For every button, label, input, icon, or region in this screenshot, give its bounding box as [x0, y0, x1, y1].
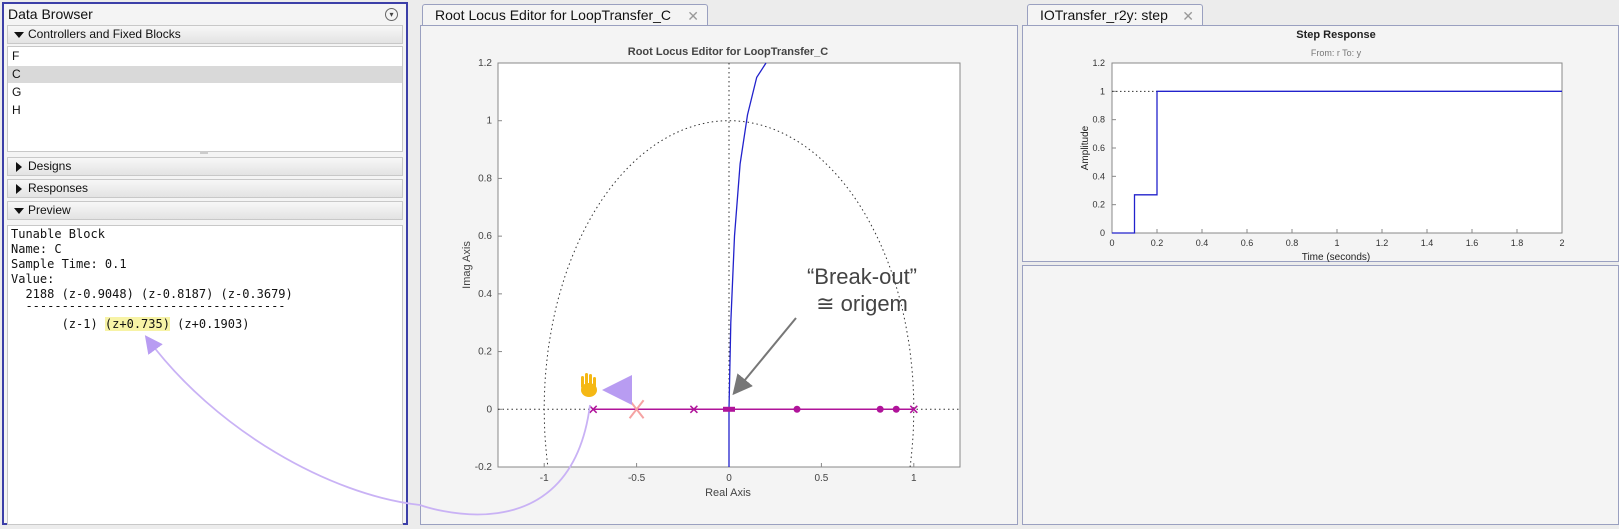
rl-xtick-label: 0.5	[814, 473, 828, 484]
rl-xtick-label: 1	[911, 473, 917, 484]
pole-stroke	[589, 405, 598, 414]
breakout-arrow	[732, 317, 797, 396]
step-xtick-label: 2	[1559, 238, 1564, 248]
denominator-part-b: (z+0.1903)	[169, 317, 250, 331]
annotation-origem: ≅ origem	[816, 291, 908, 316]
preview-pane: Tunable Block Name: C Sample Time: 0.1 V…	[7, 225, 403, 525]
denominator-part-a: (z-1)	[11, 317, 105, 331]
step-ylabel: Amplitude	[1080, 125, 1091, 170]
preview-fraction-bar: ------------------------------------	[11, 299, 286, 313]
step-ytick-label: 0.4	[1092, 171, 1105, 181]
rl-ytick-label: -0.2	[475, 462, 493, 473]
pole-stroke	[689, 405, 698, 414]
preview-line-value: Value:	[11, 272, 55, 286]
rl-title: Root Locus Editor for LoopTransfer_C	[628, 46, 829, 58]
close-icon[interactable]: ✕	[687, 8, 699, 24]
panel-menu-icon[interactable]: ▾	[385, 8, 398, 21]
section-designs-label: Designs	[28, 159, 72, 173]
step-ytick-label: 0.6	[1092, 143, 1105, 153]
preview-numerator: 2188 (z-0.9048) (z-0.8187) (z-0.3679)	[11, 287, 293, 301]
rl-ytick-label: 0.6	[478, 231, 492, 242]
rl-ytick-label: 0.2	[478, 347, 492, 358]
step-xlabel: Time (seconds)	[1302, 252, 1371, 263]
step-response-line	[1112, 90, 1562, 234]
section-designs[interactable]: Designs	[7, 157, 403, 176]
callout-arrow	[144, 335, 421, 506]
step-title: Step Response	[1296, 29, 1375, 41]
rl-ytick-label: 1.2	[478, 58, 492, 69]
step-axes[interactable]	[1111, 62, 1563, 234]
empty-plot-panel	[1022, 265, 1619, 525]
section-preview-label: Preview	[28, 203, 71, 217]
rl-ytick-label: 0	[486, 404, 492, 415]
zero-marker	[793, 405, 801, 413]
preview-denominator: (z-1) (z+0.735) (z+0.1903)	[11, 317, 249, 332]
block-item-g[interactable]: G	[12, 85, 22, 99]
section-responses[interactable]: Responses	[7, 179, 403, 198]
block-item-f[interactable]: F	[12, 49, 20, 63]
step-ytick-label: 1	[1100, 86, 1105, 96]
step-ytick-label: 1.2	[1092, 58, 1105, 68]
locus-branch	[728, 62, 767, 467]
hand-cursor-icon[interactable]	[581, 373, 597, 397]
zero-marker	[876, 405, 884, 413]
step-xtick-label: 0.4	[1196, 238, 1209, 248]
rl-ytick-label: 1	[486, 116, 492, 127]
data-browser-panel: Data Browser ▾ Controllers and Fixed Blo…	[2, 2, 408, 525]
step-xtick-label: 0	[1109, 238, 1114, 248]
annotation-breakout: “Break-out”	[807, 264, 917, 289]
step-xtick-label: 0.6	[1241, 238, 1254, 248]
step-xtick-label: 1	[1334, 238, 1339, 248]
step-xtick-label: 1.6	[1466, 238, 1479, 248]
section-controllers-label: Controllers and Fixed Blocks	[28, 27, 181, 41]
step-xtick-label: 1.2	[1376, 238, 1389, 248]
rl-xtick-label: 0	[726, 473, 732, 484]
rl-ytick-label: 0.8	[478, 173, 492, 184]
pole-marker	[909, 405, 918, 414]
breakout-point-marker	[723, 406, 735, 412]
pole-marker	[589, 405, 598, 414]
preview-line-sample-time: Sample Time: 0.1	[11, 257, 127, 271]
step-subtitle: From: r To: y	[1311, 48, 1362, 58]
step-xtick-label: 1.4	[1421, 238, 1434, 248]
rl-ytick-label: 0.4	[478, 289, 492, 300]
pole-marker	[689, 405, 698, 414]
callout-curve	[419, 404, 591, 516]
preview-line-type: Tunable Block	[11, 227, 105, 241]
rl-xtick-label: -1	[540, 473, 549, 484]
block-list: F C G H	[7, 46, 403, 152]
step-ytick-label: 0.2	[1092, 200, 1105, 210]
ghost-pole-stroke	[628, 399, 645, 419]
step-xtick-label: 0.8	[1286, 238, 1299, 248]
section-controllers[interactable]: Controllers and Fixed Blocks	[7, 25, 403, 44]
tab-root-locus[interactable]: Root Locus Editor for LoopTransfer_C ✕	[422, 4, 708, 26]
pole-stroke	[909, 405, 918, 414]
step-ytick-label: 0.8	[1092, 115, 1105, 125]
step-xtick-label: 1.8	[1511, 238, 1524, 248]
step-ytick-label: 0	[1100, 228, 1105, 238]
rl-ylabel: Imag Axis	[461, 241, 473, 289]
tab-step-response[interactable]: IOTransfer_r2y: step ✕	[1027, 4, 1203, 26]
highlighted-pole-term: (z+0.735)	[104, 317, 170, 331]
step-xtick-label: 0.2	[1151, 238, 1164, 248]
section-responses-label: Responses	[28, 181, 89, 195]
rl-xlabel: Real Axis	[705, 487, 751, 499]
data-browser-title: Data Browser	[8, 6, 93, 22]
section-preview[interactable]: Preview	[7, 201, 403, 220]
block-item-h[interactable]: H	[12, 103, 21, 117]
rl-xtick-label: -0.5	[628, 473, 646, 484]
zero-marker	[892, 405, 900, 413]
tab-step-label: IOTransfer_r2y: step	[1040, 7, 1168, 23]
splitter-handle[interactable]	[200, 151, 208, 154]
block-item-c[interactable]: C	[8, 66, 402, 83]
close-icon[interactable]: ✕	[1182, 8, 1194, 24]
preview-line-name: Name: C	[11, 242, 62, 256]
tab-root-locus-label: Root Locus Editor for LoopTransfer_C	[435, 7, 672, 23]
